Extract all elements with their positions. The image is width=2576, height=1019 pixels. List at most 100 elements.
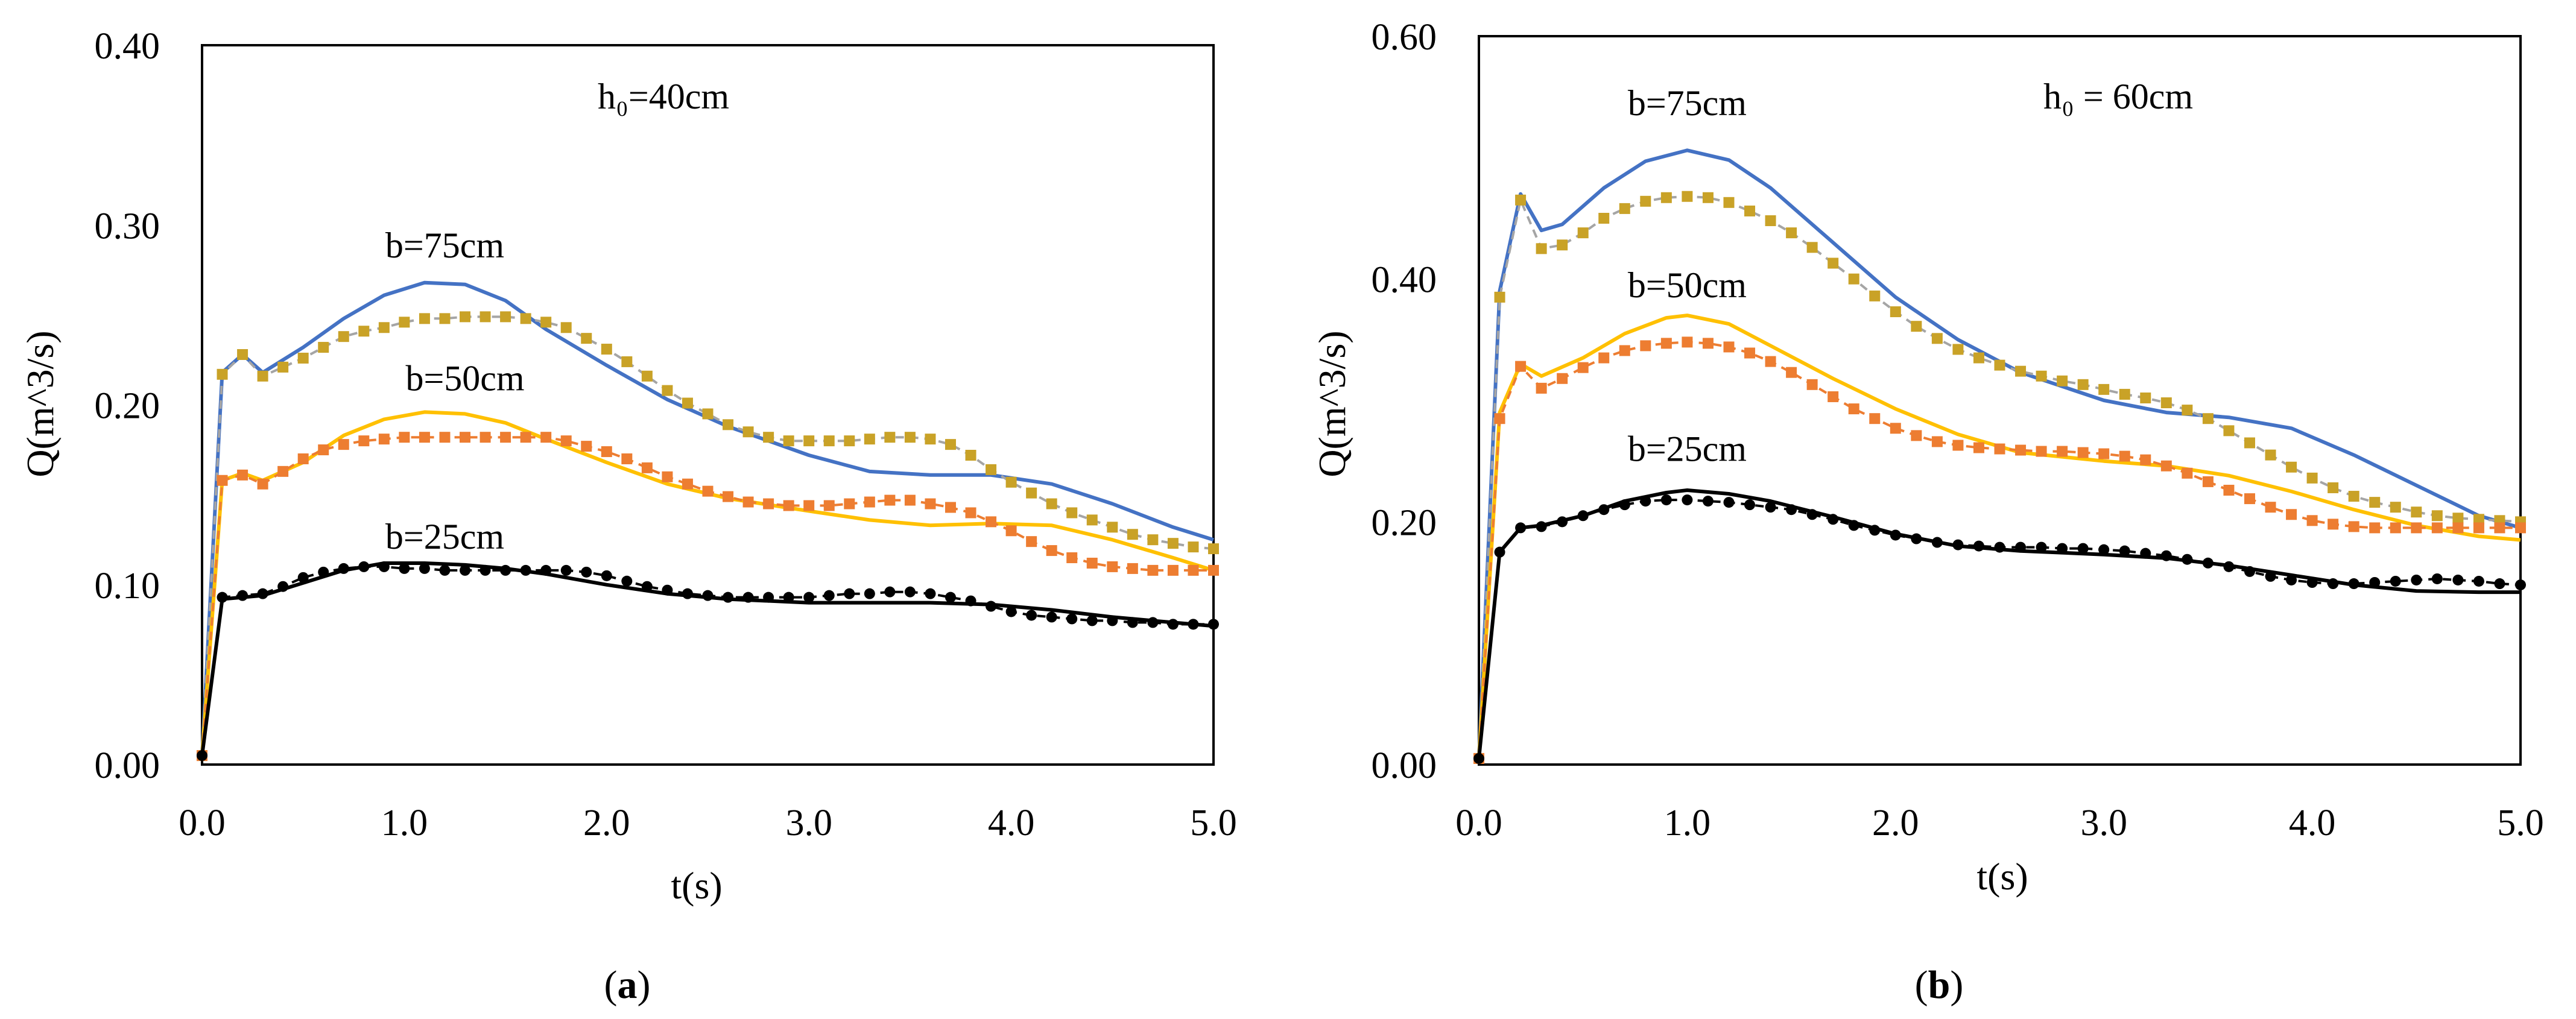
curve-annotations: b=75cm b=50cm b=25cm — [385, 226, 525, 557]
data-point — [904, 586, 916, 598]
data-point — [1208, 543, 1219, 555]
data-point — [1744, 205, 1756, 216]
data-point — [2348, 578, 2359, 590]
series-b-25cm-simulated — [1477, 488, 2521, 759]
data-point — [1786, 227, 1797, 239]
data-point — [1786, 504, 1797, 516]
data-point — [1066, 613, 1078, 625]
annotation-b-50cm: b=50cm — [1628, 265, 1747, 305]
data-point — [1660, 192, 1672, 203]
x-tick-label: 1.0 — [1664, 803, 1711, 844]
data-point — [2286, 461, 2297, 473]
data-point — [945, 592, 956, 603]
data-point — [763, 592, 774, 603]
y-tick-label: 0.10 — [95, 566, 160, 607]
y-axis-title: Q(m^3/s) — [1311, 330, 1353, 477]
data-point — [1494, 291, 1505, 303]
data-point — [1848, 273, 1859, 285]
x-tick-label: 3.0 — [785, 803, 832, 844]
data-point — [2244, 493, 2255, 505]
data-point — [2306, 472, 2318, 484]
data-point — [257, 478, 268, 490]
data-point — [2411, 574, 2422, 585]
data-point — [1723, 497, 1735, 508]
data-point — [460, 432, 471, 443]
data-point — [1806, 242, 1818, 253]
data-point — [2036, 370, 2047, 382]
data-point — [1640, 496, 1651, 507]
data-point — [2390, 502, 2401, 513]
data-point — [2348, 521, 2359, 532]
data-point — [2452, 522, 2464, 534]
data-point — [1515, 361, 1527, 372]
data-point — [723, 592, 734, 603]
series-b-75cm-simulated — [200, 280, 1214, 756]
x-tick-label: 4.0 — [2289, 803, 2336, 844]
data-point — [338, 331, 349, 342]
data-point — [560, 564, 572, 576]
data-point — [1473, 752, 1484, 764]
data-point — [864, 588, 875, 599]
data-point — [2119, 388, 2130, 400]
data-point — [1702, 496, 1714, 507]
data-point — [338, 439, 349, 450]
data-point — [1848, 403, 1859, 415]
data-point — [1973, 442, 1984, 453]
data-point — [884, 586, 896, 598]
data-point — [2077, 447, 2089, 458]
series-b-75cm-simulated — [1477, 148, 2521, 759]
data-point — [1536, 382, 1547, 394]
data-point — [2494, 522, 2505, 534]
data-point — [723, 491, 734, 502]
data-point — [1619, 499, 1630, 511]
data-point — [2015, 541, 2027, 553]
data-point — [1107, 615, 1118, 626]
data-point — [2244, 437, 2255, 449]
data-point — [2286, 509, 2297, 520]
y-tick-label: 0.40 — [95, 26, 160, 67]
data-point — [682, 588, 693, 599]
data-point — [844, 588, 855, 599]
data-point — [823, 435, 835, 447]
y-tick-label: 0.20 — [1372, 502, 1437, 543]
data-point — [2328, 519, 2339, 530]
data-point — [2473, 522, 2484, 534]
data-point — [1911, 430, 1922, 441]
data-point — [1107, 561, 1118, 572]
series-b-75cm-measured — [1473, 191, 2526, 764]
data-point — [2473, 575, 2484, 587]
data-point — [1188, 564, 1199, 576]
data-point — [2244, 566, 2255, 577]
data-point — [925, 434, 936, 445]
data-point — [2223, 484, 2235, 496]
data-point — [2098, 383, 2110, 395]
data-point — [2182, 405, 2193, 416]
data-point — [2202, 557, 2214, 569]
data-point — [2306, 515, 2318, 526]
data-point — [540, 317, 552, 328]
data-point — [257, 370, 268, 382]
series-line — [200, 280, 1214, 756]
data-point — [1952, 539, 1964, 551]
data-point — [904, 432, 916, 443]
data-point — [1086, 615, 1098, 626]
data-point — [2369, 577, 2381, 588]
data-point — [1005, 525, 1017, 537]
data-point — [2369, 522, 2381, 534]
series-line — [1477, 314, 2521, 759]
series-layer — [1473, 148, 2526, 764]
data-point — [1660, 494, 1672, 506]
data-point — [621, 575, 633, 587]
data-point — [1208, 564, 1219, 576]
data-point — [1557, 373, 1568, 384]
data-point — [1828, 391, 1839, 402]
annotation-b-25cm: b=25cm — [385, 517, 504, 557]
data-point — [783, 592, 794, 603]
data-point — [439, 313, 451, 324]
data-point — [641, 370, 653, 382]
data-point — [763, 432, 774, 443]
data-point — [520, 313, 531, 324]
data-point — [358, 561, 370, 572]
data-point — [2140, 392, 2151, 403]
data-point — [520, 432, 531, 443]
